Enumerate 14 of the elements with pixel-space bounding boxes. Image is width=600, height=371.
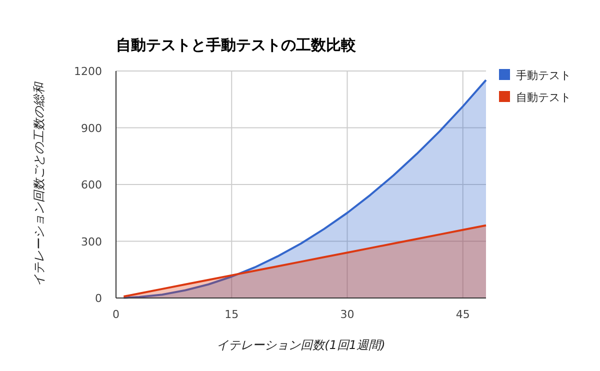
x-tick-label: 30: [340, 308, 354, 321]
x-axis-title: イテレーション回数(1回1週間): [216, 338, 386, 352]
x-tick-label: 45: [456, 308, 470, 321]
y-tick-label: 900: [81, 122, 102, 135]
y-tick-label: 1200: [74, 65, 102, 78]
legend-label: 手動テスト: [516, 69, 571, 82]
legend-label: 自動テスト: [516, 91, 571, 104]
x-tick-label: 0: [112, 308, 120, 321]
y-tick-label: 0: [95, 292, 102, 305]
chart-title: 自動テストと手動テストの工数比較: [116, 36, 357, 54]
y-tick-label: 300: [81, 235, 102, 248]
y-tick-label: 600: [81, 178, 102, 192]
x-tick-label: 15: [224, 308, 239, 321]
y-axis-title: イテレーション回数ごとの工数の総和: [32, 80, 46, 286]
